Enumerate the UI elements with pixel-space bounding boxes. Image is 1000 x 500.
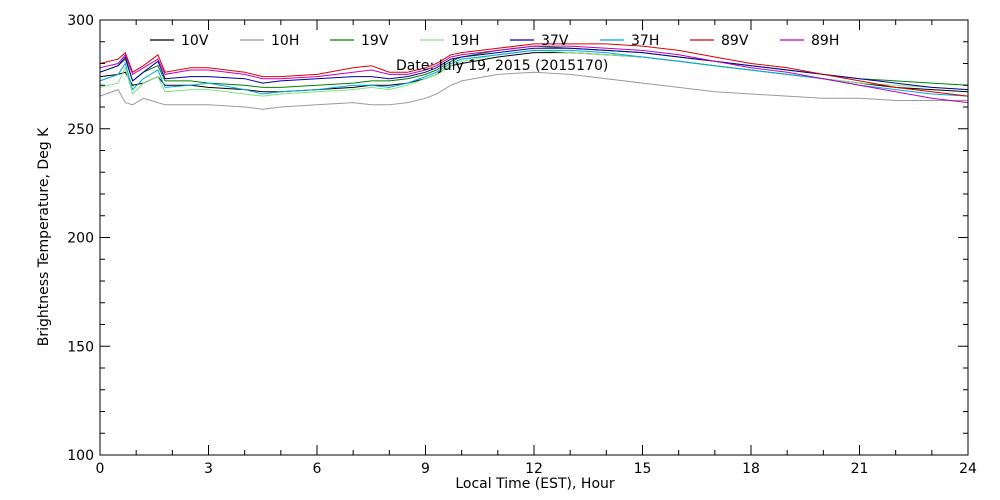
x-tick-label: 9 xyxy=(421,461,430,477)
legend-label-10v: 10V xyxy=(181,33,209,49)
plot-series-group xyxy=(99,43,969,110)
y-tick-label: 200 xyxy=(67,231,94,247)
date-annotation: Date: July 19, 2015 (2015170) xyxy=(396,58,608,74)
series-line-37v xyxy=(99,47,969,91)
x-axis-label: Local Time (EST), Hour xyxy=(455,476,615,492)
x-tick-label: 18 xyxy=(742,461,760,477)
plot-frame xyxy=(99,19,969,456)
x-tick-label: 12 xyxy=(525,461,543,477)
legend-label-89h: 89H xyxy=(811,33,839,49)
axis-ticks xyxy=(99,19,969,456)
legend-label-10h: 10H xyxy=(271,33,299,49)
y-tick-label: 250 xyxy=(67,122,94,138)
x-tick-label: 21 xyxy=(851,461,869,477)
y-tick-label: 300 xyxy=(67,13,94,29)
legend-label-89v: 89V xyxy=(721,33,749,49)
x-tick-label: 15 xyxy=(634,461,652,477)
series-line-37h xyxy=(99,49,969,97)
legend-label-19v: 19V xyxy=(361,33,389,49)
legend: 10V 10H 19V 19H 37V 37H 89V 89H xyxy=(150,33,839,49)
series-line-89h xyxy=(99,45,969,104)
series-line-89v xyxy=(99,43,969,97)
x-tick-label: 0 xyxy=(96,461,105,477)
y-tick-label: 150 xyxy=(67,339,94,355)
y-tick-label: 100 xyxy=(67,448,94,464)
y-axis-label: Brightness Temperature, Deg K xyxy=(36,127,52,346)
legend-label-37v: 37V xyxy=(541,33,569,49)
series-line-10h xyxy=(99,71,968,110)
legend-label-19h: 19H xyxy=(451,33,479,49)
x-tick-label: 3 xyxy=(204,461,213,477)
axis-tick-labels: 0 3 6 9 12 15 18 21 24 100 150 200 250 300 xyxy=(67,13,977,477)
legend-label-37h: 37H xyxy=(631,33,659,49)
x-tick-label: 24 xyxy=(959,461,977,477)
x-tick-label: 6 xyxy=(313,461,322,477)
